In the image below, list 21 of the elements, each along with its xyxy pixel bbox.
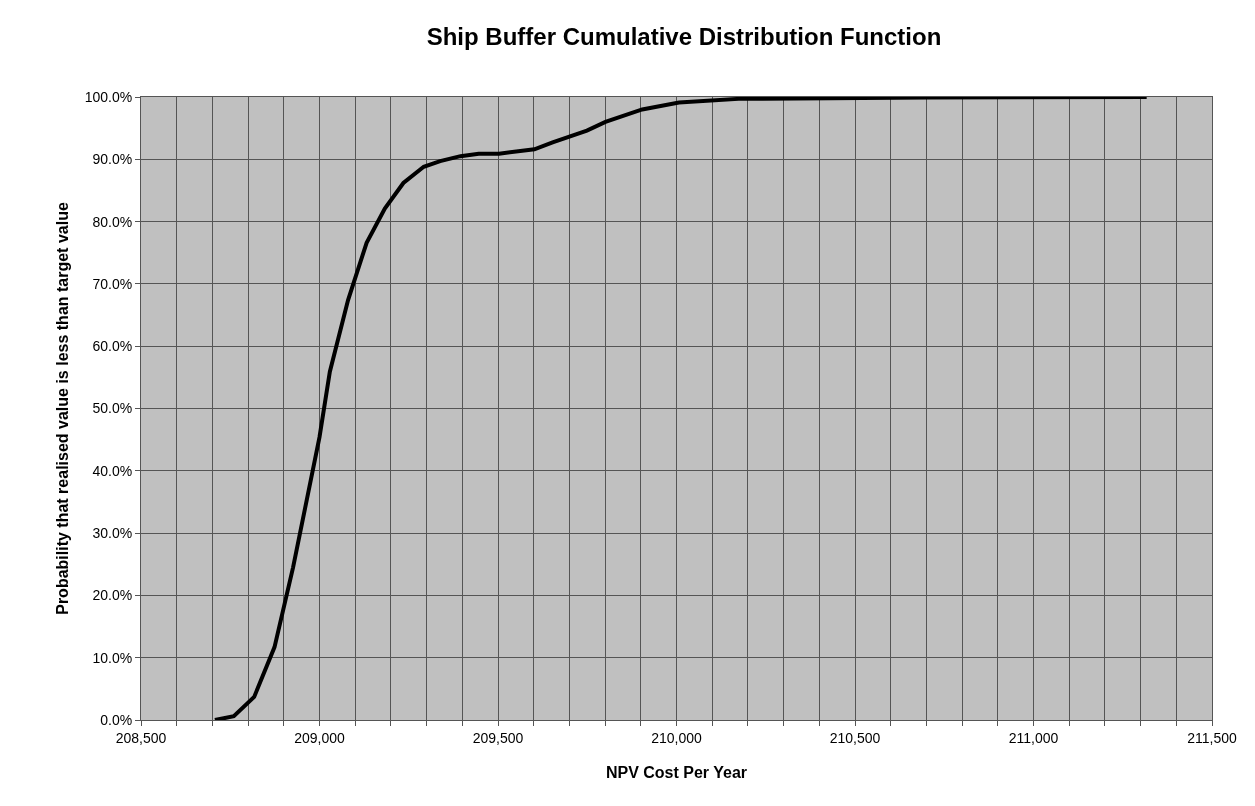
y-axis-title: Probability that realised value is less than target value — [53, 202, 71, 615]
y-tick-label: 0.0% — [100, 711, 133, 728]
y-tick-label: 90.0% — [92, 151, 133, 168]
x-tick-label: 208,500 — [115, 729, 167, 746]
x-tick-label: 211,000 — [1008, 729, 1059, 746]
y-tick-label: 50.0% — [92, 400, 133, 417]
y-tick-label: 30.0% — [92, 525, 133, 541]
y-tick-label: 60.0% — [92, 338, 133, 355]
x-tick-label: 211,500 — [1187, 729, 1237, 746]
y-tick-label: 100.0% — [84, 88, 133, 105]
y-tick-label: 40.0% — [92, 462, 133, 479]
y-tick-label: 10.0% — [92, 649, 133, 666]
x-tick-label: 210,500 — [829, 729, 881, 746]
x-axis-title: NPV Cost Per Year — [605, 764, 748, 782]
chart-title: Ship Buffer Cumulative Distribution Function — [426, 22, 942, 50]
y-tick-label: 20.0% — [92, 587, 133, 604]
y-tick-label: 80.0% — [92, 213, 133, 230]
y-tick-label: 70.0% — [92, 275, 133, 292]
x-tick-label: 209,500 — [472, 729, 524, 746]
x-tick-label: 210,000 — [651, 729, 703, 746]
x-tick-label: 209,000 — [294, 729, 346, 746]
